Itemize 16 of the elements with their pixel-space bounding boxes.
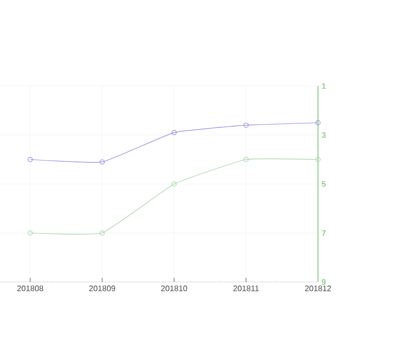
point [244,122,249,128]
y-tick-label: 3 [322,132,326,138]
y-tick-label: 7 [322,230,326,236]
x-tick-label: 201811 [233,286,259,292]
x-tick-label: 201808 [17,286,44,292]
y-tick-label: 9 [322,279,326,285]
point [244,157,249,162]
point [100,159,105,164]
x-tick-label: 201812 [305,286,331,292]
x-tick-label: 201809 [89,286,116,292]
point [172,182,177,186]
point [172,130,177,136]
point [100,230,105,236]
y-tick-label: 5 [322,181,326,187]
y-tick-label: 1 [322,83,326,89]
x-tick-label: 201810 [161,286,188,292]
